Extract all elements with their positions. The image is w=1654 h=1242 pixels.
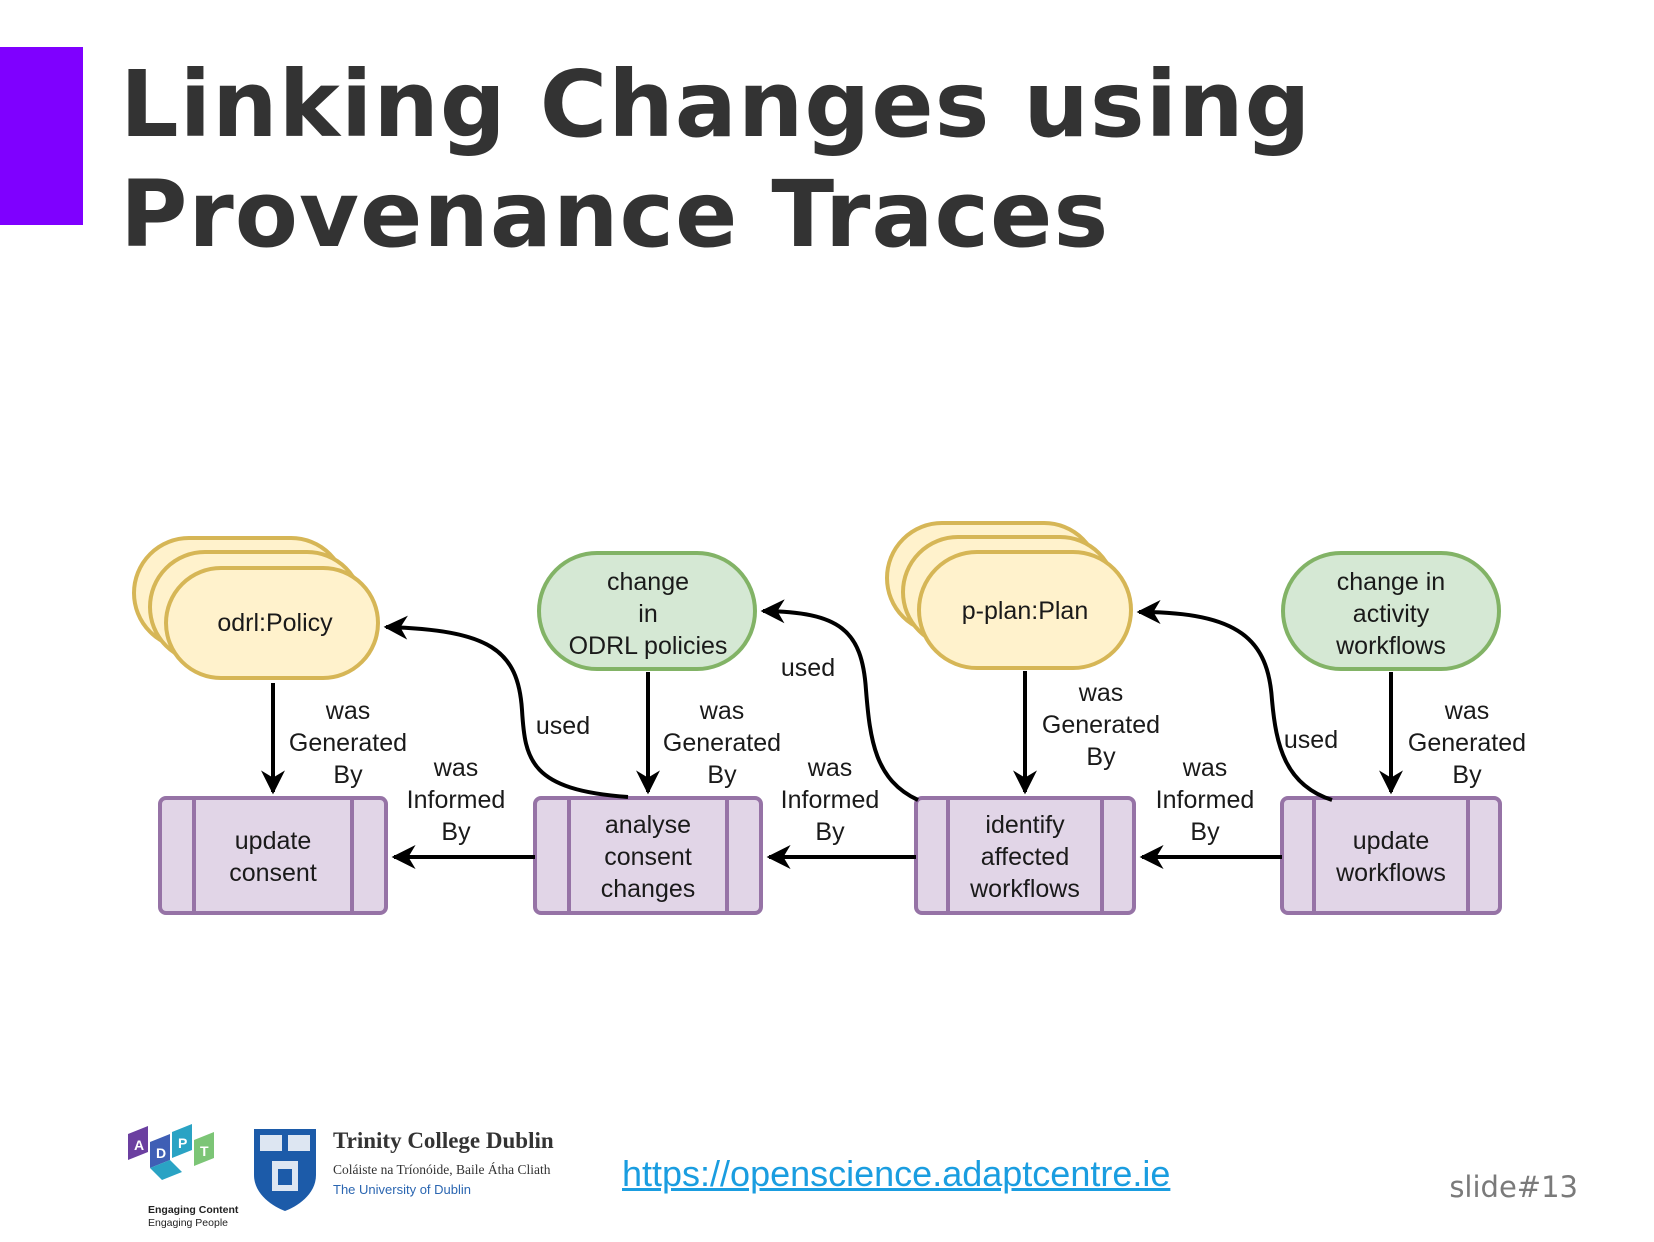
svg-text:T: T: [200, 1143, 209, 1159]
label-by-1: By: [333, 761, 363, 789]
pplan-label: p-plan:Plan: [962, 597, 1088, 625]
label-by-6: By: [815, 818, 845, 846]
update-consent-shape: [158, 796, 388, 915]
identify-label-3: workflows: [969, 875, 1080, 903]
title-line-2: Provenance Traces: [120, 161, 1110, 268]
edge-identify-used-change-odrl: [760, 599, 919, 802]
change-odrl-label-2: in: [638, 600, 657, 628]
label-was-7: was: [1182, 754, 1227, 782]
edge-update-wf-used-pplan: [1136, 600, 1333, 802]
label-by-5: By: [441, 818, 471, 846]
label-generated-2: Generated: [663, 729, 781, 757]
odrl-policy-shape: [164, 566, 380, 680]
svg-text:D: D: [156, 1145, 166, 1161]
change-odrl-label-3: ODRL policies: [569, 632, 728, 660]
label-generated-1: Generated: [289, 729, 407, 757]
slide-title: Linking Changes using Provenance Traces: [120, 50, 1312, 270]
label-was-1: was: [325, 697, 370, 725]
change-activity-label-1: change in: [1337, 568, 1445, 596]
label-by-3: By: [1086, 743, 1116, 771]
footer-logos: A D P T Engaging Content Engaging People…: [112, 1102, 572, 1242]
svg-text:A: A: [134, 1137, 144, 1153]
label-was-5: was: [433, 754, 478, 782]
label-informed-5: Informed: [407, 786, 506, 814]
node-update-consent: update consent: [158, 796, 388, 915]
tcd-university: The University of Dublin: [333, 1182, 471, 1197]
label-was-4: was: [1444, 697, 1489, 725]
edge-labels: was Generated By was Generated By was Ge…: [289, 654, 1526, 846]
edges: [261, 599, 1403, 869]
adapt-tagline-1: Engaging Content: [148, 1204, 239, 1216]
label-used-3: used: [1284, 726, 1338, 754]
adapt-tagline-2: Engaging People: [148, 1217, 228, 1229]
label-was-6: was: [807, 754, 852, 782]
node-analyse-consent: analyse consent changes: [533, 796, 763, 915]
label-informed-7: Informed: [1156, 786, 1255, 814]
label-used-1: used: [536, 712, 590, 740]
update-workflows-label-2: workflows: [1335, 859, 1446, 887]
svg-text:P: P: [178, 1135, 187, 1151]
label-by-2: By: [707, 761, 737, 789]
analyse-label-3: changes: [601, 875, 696, 903]
label-was-2: was: [699, 697, 744, 725]
identify-label-2: affected: [981, 843, 1070, 871]
node-pplan: p-plan:Plan: [885, 521, 1133, 670]
change-odrl-shape: [537, 551, 757, 671]
tcd-irish-name: Coláiste na Tríonóide, Baile Átha Cliath: [333, 1162, 551, 1177]
pplan-shape: [917, 550, 1133, 670]
openscience-link[interactable]: https://openscience.adaptcentre.ie: [622, 1153, 1171, 1194]
analyse-label-2: consent: [604, 843, 692, 871]
node-odrl-policy: odrl:Policy: [132, 536, 380, 680]
accent-bar: [0, 47, 83, 225]
change-odrl-label-1: change: [607, 568, 689, 596]
edge-analyse-used-policy: [383, 615, 629, 799]
label-was-3: was: [1078, 679, 1123, 707]
update-workflows-label-1: update: [1353, 827, 1429, 855]
update-consent-label-1: update: [235, 827, 311, 855]
update-consent-label-2: consent: [229, 859, 317, 887]
title-line-1: Linking Changes using: [120, 51, 1312, 158]
analyse-label-1: analyse: [605, 811, 691, 839]
label-generated-3: Generated: [1042, 711, 1160, 739]
node-change-odrl: change in ODRL policies: [537, 551, 757, 671]
label-by-7: By: [1190, 818, 1220, 846]
node-identify-workflows: identify affected workflows: [914, 796, 1136, 915]
label-informed-6: Informed: [781, 786, 880, 814]
label-used-2: used: [781, 654, 835, 682]
adapt-logo: A D P T: [128, 1124, 214, 1180]
tcd-crest-icon: [254, 1129, 316, 1211]
change-activity-label-2: activity: [1353, 600, 1430, 628]
identify-label-1: identify: [985, 811, 1065, 839]
node-update-workflows: update workflows: [1280, 796, 1502, 915]
label-by-4: By: [1452, 761, 1482, 789]
change-activity-shape: [1281, 551, 1501, 671]
slide-number: slide#13: [1449, 1170, 1578, 1204]
odrl-policy-label: odrl:Policy: [217, 609, 333, 637]
label-generated-4: Generated: [1408, 729, 1526, 757]
node-change-activity: change in activity workflows: [1281, 551, 1501, 671]
tcd-name: Trinity College Dublin: [333, 1128, 554, 1153]
change-activity-label-3: workflows: [1335, 632, 1446, 660]
